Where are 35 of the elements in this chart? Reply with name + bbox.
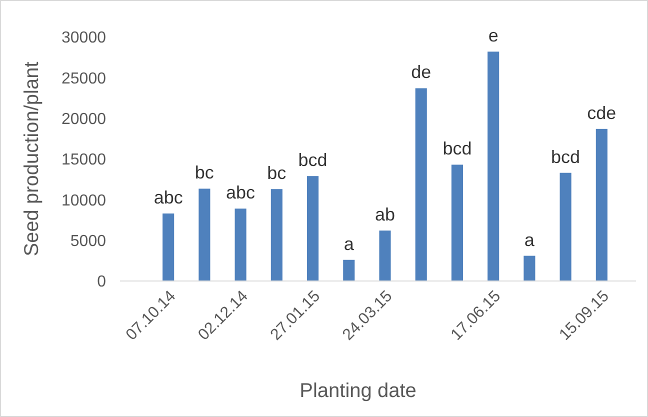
annotation: bcd [298,150,328,170]
annotation: de [411,62,432,82]
bar [415,88,427,281]
y-tick-label: 0 [97,274,106,291]
annotation: bcd [442,138,472,159]
bar [162,213,174,281]
bar [198,188,210,281]
y-tick-label: 20000 [62,110,106,128]
bar [596,128,608,281]
bar [524,256,536,281]
annotation: abc [154,187,183,208]
bar [234,208,246,281]
y-axis-title: Seed production/plant [21,61,43,256]
annotation: a [524,230,536,250]
annotation: e [488,26,498,46]
annotation: ab [374,204,396,225]
y-tick-label: 25000 [62,70,106,88]
annotation: bc [194,162,214,183]
y-tick-label: 10000 [62,192,106,210]
annotation: cde [587,102,616,123]
bar [560,172,572,281]
annotation: abc [226,182,256,203]
bar [451,164,463,281]
y-tick-label: 30000 [62,30,106,47]
y-tick-label: 15000 [62,152,106,169]
annotation: bcd [551,146,580,167]
bar [343,260,355,281]
annotation: a [344,234,355,254]
bar [488,52,500,281]
x-axis-title: Planting date [300,380,416,402]
y-tick-label: 5000 [70,232,106,250]
bar [379,230,391,281]
bar [307,176,319,281]
bar [270,189,282,281]
annotation: bc [267,163,286,184]
